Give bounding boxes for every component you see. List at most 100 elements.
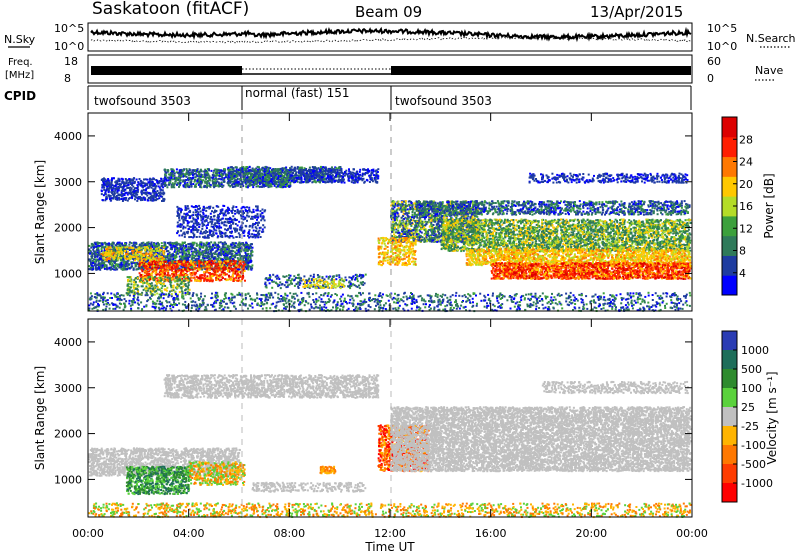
power-mark: [192, 171, 194, 173]
power-mark: [283, 175, 285, 177]
power-mark: [112, 198, 114, 200]
power-mark: [204, 175, 206, 177]
power-mark: [153, 199, 155, 201]
power-mark: [213, 175, 215, 177]
power-mark: [125, 182, 127, 184]
power-mark: [359, 171, 361, 173]
power-mark: [325, 167, 327, 169]
power-mark: [314, 181, 316, 183]
power-mark: [221, 183, 223, 185]
power-mark: [274, 173, 276, 175]
power-mark: [142, 186, 144, 188]
power-mark: [167, 177, 169, 179]
power-mark: [228, 175, 230, 177]
freq-tick-top: 18: [64, 55, 78, 68]
power-mark: [180, 175, 182, 177]
power-mark: [280, 168, 282, 170]
power-mark: [112, 187, 114, 189]
power-mark: [202, 176, 204, 178]
power-mark: [194, 185, 196, 187]
power-mark: [290, 177, 292, 179]
power-mark: [160, 178, 162, 180]
power-mark: [286, 181, 288, 183]
power-mark: [213, 170, 215, 172]
power-mark: [153, 190, 155, 192]
power-mark: [172, 170, 174, 172]
power-mark: [128, 178, 130, 180]
power-mark: [263, 173, 265, 175]
power-mark: [264, 179, 266, 181]
power-mark: [163, 192, 165, 194]
power-mark: [254, 177, 256, 179]
power-mark: [252, 169, 254, 171]
power-mark: [197, 171, 199, 173]
power-mark: [115, 180, 117, 182]
noise-panel: N.Sky 10^5 10^0 10^5 10^0 N.Search: [4, 22, 796, 53]
date-title: 13/Apr/2015: [590, 3, 683, 21]
power-mark: [123, 185, 125, 187]
power-mark: [240, 183, 242, 185]
noise-sky-label: N.Sky: [4, 33, 36, 46]
power-mark: [231, 176, 233, 178]
power-mark: [146, 184, 148, 186]
power-mark: [162, 180, 164, 182]
power-mark: [103, 194, 105, 196]
power-mark: [165, 175, 167, 177]
power-mark: [226, 174, 228, 176]
power-mark: [178, 177, 180, 179]
power-mark: [119, 185, 121, 187]
power-mark: [162, 200, 164, 202]
power-mark: [199, 171, 201, 173]
power-mark: [111, 192, 113, 194]
power-mark: [270, 171, 272, 173]
power-mark: [118, 178, 120, 180]
power-mark: [148, 192, 150, 194]
power-mark: [155, 185, 157, 187]
power-mark: [196, 180, 198, 182]
power-mark: [288, 185, 290, 187]
power-mark: [111, 179, 113, 181]
power-mark: [127, 192, 129, 194]
power-mark: [102, 178, 104, 180]
power-mark: [266, 180, 268, 182]
power-mark: [118, 197, 120, 199]
power-mark: [132, 186, 134, 188]
power-mark: [134, 198, 136, 200]
power-mark: [259, 175, 261, 177]
power-mark: [246, 179, 248, 181]
power-mark: [140, 198, 142, 200]
power-mark: [282, 170, 284, 172]
power-mark: [241, 181, 243, 183]
power-mark: [184, 175, 186, 177]
power-mark: [114, 193, 116, 195]
power-mark: [213, 186, 215, 188]
power-mark: [280, 175, 282, 177]
power-mark: [210, 177, 212, 179]
power-mark: [120, 198, 122, 200]
power-mark: [159, 194, 161, 196]
power-mark: [115, 198, 117, 200]
power-mark: [271, 169, 273, 171]
power-mark: [192, 183, 194, 185]
power-mark: [141, 182, 143, 184]
power-mark: [101, 193, 103, 195]
power-mark: [148, 197, 150, 199]
power-mark: [160, 189, 162, 191]
power-mark: [228, 172, 230, 174]
power-mark: [277, 168, 279, 170]
power-mark: [253, 175, 255, 177]
power-mark: [220, 169, 222, 171]
power-mark: [105, 189, 107, 191]
power-mark: [246, 166, 248, 168]
power-mark: [121, 190, 123, 192]
power-mark: [176, 168, 178, 170]
power-mark: [165, 172, 167, 174]
power-mark: [173, 186, 175, 188]
power-mark: [144, 185, 146, 187]
power-mark: [143, 182, 145, 184]
power-mark: [237, 171, 239, 173]
power-mark: [153, 178, 155, 180]
power-mark: [245, 170, 247, 172]
power-mark: [227, 167, 229, 169]
